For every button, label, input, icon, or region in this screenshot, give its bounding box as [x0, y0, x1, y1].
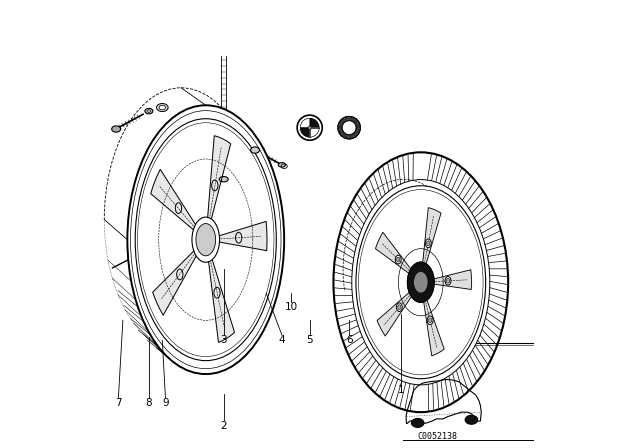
Ellipse shape [465, 415, 477, 424]
Polygon shape [339, 131, 344, 134]
Text: 9: 9 [162, 398, 169, 408]
Polygon shape [209, 258, 234, 342]
Ellipse shape [192, 217, 220, 262]
Wedge shape [310, 118, 319, 128]
Wedge shape [300, 128, 310, 137]
Ellipse shape [396, 303, 403, 311]
Text: 6: 6 [346, 336, 353, 345]
Polygon shape [339, 129, 342, 132]
Ellipse shape [196, 224, 216, 256]
Text: 8: 8 [145, 398, 152, 408]
Text: C0052138: C0052138 [417, 432, 458, 441]
Ellipse shape [145, 108, 153, 114]
Ellipse shape [447, 278, 450, 283]
Polygon shape [218, 221, 267, 250]
Polygon shape [356, 126, 360, 128]
Wedge shape [300, 118, 310, 128]
Ellipse shape [427, 241, 430, 246]
Polygon shape [352, 117, 355, 121]
Ellipse shape [396, 255, 401, 264]
Text: 4: 4 [278, 336, 285, 345]
Wedge shape [310, 128, 319, 137]
Polygon shape [341, 133, 345, 137]
Ellipse shape [159, 105, 166, 110]
Ellipse shape [127, 105, 284, 374]
Polygon shape [433, 270, 472, 289]
Text: 7: 7 [115, 398, 122, 408]
Polygon shape [207, 136, 230, 220]
Polygon shape [351, 134, 353, 138]
Polygon shape [377, 292, 412, 336]
Ellipse shape [352, 180, 490, 385]
Ellipse shape [333, 152, 508, 412]
Ellipse shape [219, 177, 228, 182]
Polygon shape [353, 119, 357, 123]
Polygon shape [356, 123, 360, 126]
Polygon shape [350, 116, 352, 121]
Ellipse shape [445, 276, 451, 285]
Ellipse shape [278, 163, 285, 167]
Text: 1: 1 [397, 385, 404, 395]
Ellipse shape [408, 262, 435, 302]
Polygon shape [338, 128, 342, 129]
Text: 2: 2 [220, 421, 227, 431]
Ellipse shape [157, 103, 168, 112]
Ellipse shape [408, 262, 435, 302]
Polygon shape [342, 118, 346, 122]
Polygon shape [340, 120, 344, 123]
Text: 3: 3 [220, 336, 227, 345]
Text: 5: 5 [307, 336, 313, 345]
Ellipse shape [429, 318, 432, 323]
Ellipse shape [427, 316, 433, 325]
Ellipse shape [308, 126, 312, 129]
Polygon shape [349, 135, 351, 139]
Polygon shape [353, 134, 356, 138]
Polygon shape [338, 125, 342, 127]
Polygon shape [345, 117, 348, 121]
Polygon shape [348, 116, 349, 121]
Polygon shape [376, 233, 412, 274]
Polygon shape [153, 250, 197, 315]
Polygon shape [424, 299, 444, 356]
Polygon shape [150, 169, 196, 230]
Text: 10: 10 [284, 302, 298, 312]
Polygon shape [346, 134, 348, 139]
Ellipse shape [397, 305, 401, 310]
Ellipse shape [251, 147, 260, 153]
Ellipse shape [112, 126, 121, 132]
Ellipse shape [397, 257, 400, 262]
Ellipse shape [412, 418, 424, 427]
Ellipse shape [338, 116, 360, 139]
Polygon shape [355, 121, 359, 124]
Ellipse shape [413, 271, 428, 293]
Polygon shape [355, 130, 360, 134]
Polygon shape [422, 208, 441, 265]
Polygon shape [344, 134, 346, 138]
Ellipse shape [297, 115, 323, 140]
Polygon shape [354, 132, 358, 136]
Ellipse shape [356, 186, 486, 379]
Polygon shape [356, 129, 360, 130]
Ellipse shape [342, 121, 356, 135]
Ellipse shape [300, 118, 319, 137]
Ellipse shape [426, 239, 431, 248]
Polygon shape [339, 122, 343, 125]
Ellipse shape [135, 119, 276, 361]
